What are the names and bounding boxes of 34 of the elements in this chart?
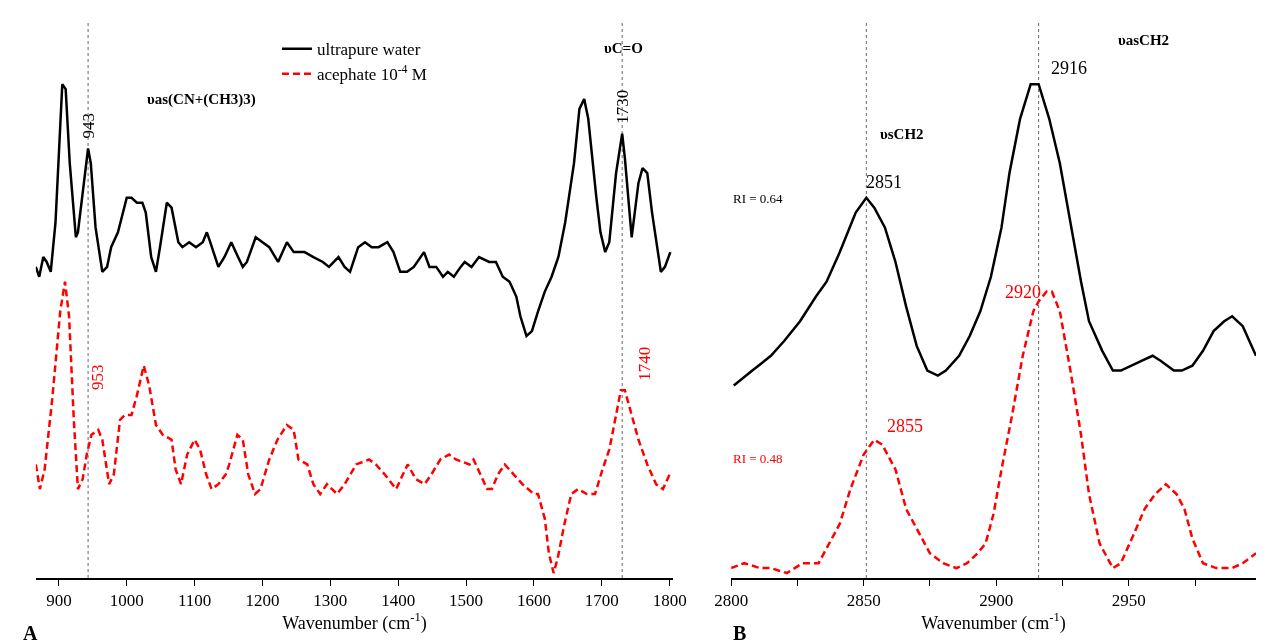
text: B — [733, 622, 747, 644]
x-tick-label: 2950 — [1111, 591, 1146, 611]
x-tick-label: 2900 — [979, 591, 1014, 611]
annotation: υas(CN+(CH3)3) — [147, 91, 256, 108]
x-tick-label: 1200 — [245, 591, 280, 611]
annotation: 953 — [88, 364, 108, 391]
x-tick-label: 1000 — [109, 591, 144, 611]
legend-label: ultrapure water — [316, 40, 421, 60]
x-tick-label: 1700 — [584, 591, 619, 611]
annotation: 2855 — [887, 416, 923, 436]
x-tick-label: 1500 — [449, 591, 484, 611]
annotation: RI = 0.48 — [733, 451, 783, 466]
x-tick-label: 1400 — [381, 591, 416, 611]
annotation: RI = 0.64 — [733, 191, 784, 206]
x-tick-label: 1300 — [313, 591, 348, 611]
x-axis-title: Wavenumber (cm$^{-1}$) — [921, 610, 1066, 634]
annotation: 943 — [78, 112, 98, 139]
legend-label: acephate 10$^{-4}$ M — [316, 62, 427, 85]
x-tick-label: 1600 — [516, 591, 551, 611]
annotation: 1740 — [635, 346, 655, 381]
annotation: 2916 — [1051, 58, 1087, 78]
annotation: υsCH2 — [880, 126, 924, 142]
text: υasCH2 — [1118, 32, 1170, 48]
x-tick-label: 1800 — [652, 591, 687, 611]
x-tick-label: 2850 — [846, 591, 881, 611]
annotation: 1730 — [612, 89, 632, 124]
text: A — [23, 622, 38, 644]
x-tick-label: 900 — [46, 591, 72, 611]
x-tick-label: 2800 — [714, 591, 749, 611]
x-axis-title: Wavenumber (cm$^{-1}$) — [282, 610, 427, 634]
annotation: 2920 — [1005, 282, 1041, 302]
annotation: 2851 — [866, 172, 902, 192]
text: υC=O — [604, 40, 643, 56]
x-tick-label: 1100 — [177, 591, 212, 611]
